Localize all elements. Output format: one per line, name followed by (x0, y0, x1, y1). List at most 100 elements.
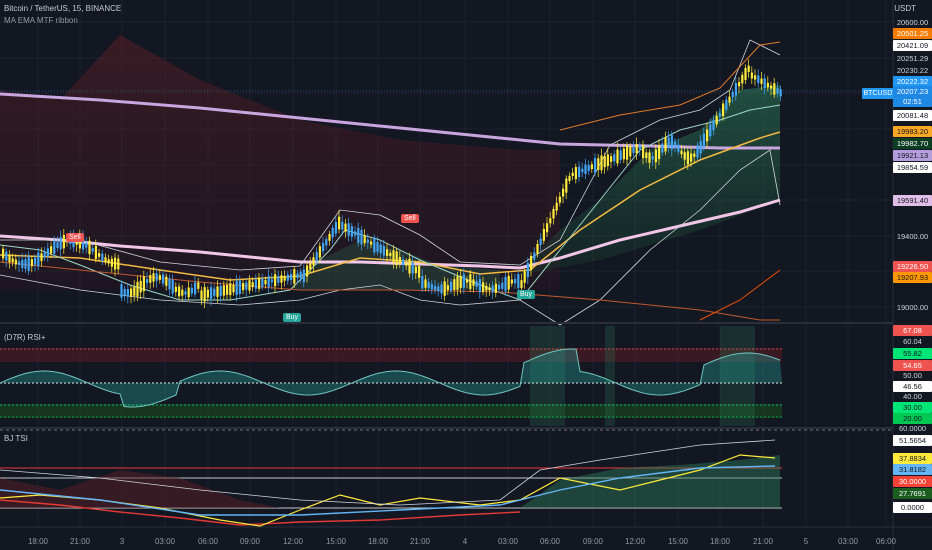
candle-body (110, 258, 113, 267)
time-axis-label: 3 (119, 537, 125, 546)
candle-body (750, 72, 753, 79)
price-axis-label: 02:51 (893, 96, 932, 107)
candle-body (715, 115, 718, 125)
candle-body (168, 278, 171, 290)
buy-signal: Buy (517, 290, 536, 299)
candle-body (350, 226, 353, 237)
candle-body (139, 280, 142, 293)
candle-body (43, 251, 46, 258)
candle-body (664, 137, 667, 152)
rsi-oversold-zone (0, 404, 782, 418)
price-axis-label: 19226.50 (893, 261, 932, 272)
candle-body (158, 275, 161, 280)
ema-line (0, 131, 781, 281)
tsi-line (0, 454, 776, 527)
candle-body (450, 281, 453, 291)
candle-body (370, 241, 373, 245)
candle-body (363, 235, 366, 244)
tsi-bull-fill (520, 455, 780, 508)
candle-body (235, 280, 238, 295)
candle-body (757, 75, 760, 84)
indicator-title[interactable]: MA EMA MTF ribbon (4, 16, 78, 25)
rsi-axis-label: 60.04 (903, 337, 922, 346)
candle-body (574, 167, 577, 180)
price-axis-label: 19000.00 (896, 303, 929, 312)
candle-body (427, 282, 430, 289)
candle-body (59, 237, 62, 250)
price-axis-label: 20501.25 (893, 28, 932, 39)
candle-body (229, 283, 232, 296)
candle-body (37, 252, 40, 267)
candle-body (299, 271, 302, 279)
candle-body (261, 278, 264, 288)
candle-body (526, 262, 529, 278)
candle-body (267, 275, 270, 288)
candle-body (360, 230, 363, 245)
candle-body (600, 155, 603, 171)
candle-body (354, 231, 357, 236)
candle-body (728, 96, 731, 103)
candle-body (472, 279, 475, 286)
candle-body (210, 287, 213, 299)
candle-body (126, 289, 129, 297)
candle-body (706, 129, 709, 142)
rsi-axis-label: 55.82 (893, 348, 932, 359)
candle-body (338, 216, 341, 230)
candle-body (322, 242, 325, 252)
time-axis-label: 18:00 (27, 537, 49, 546)
candle-body (379, 244, 382, 254)
candle-body (629, 146, 632, 157)
symbol-title[interactable]: Bitcoin / TetherUS, 15, BINANCE (4, 4, 122, 13)
candle-body (251, 282, 254, 288)
tsi-axis-label: 27.7691 (893, 488, 932, 499)
candle-body (594, 158, 597, 173)
candle-body (296, 273, 299, 279)
rsi-axis-label: 30.00 (893, 402, 932, 413)
candle-body (2, 248, 5, 259)
price-axis-label: 19982.70 (893, 138, 932, 149)
rsi-highlight (720, 326, 755, 426)
candle-body (670, 135, 673, 150)
candle-body (494, 283, 497, 293)
candle-body (264, 280, 267, 285)
candle-body (616, 149, 619, 164)
candle-body (328, 233, 331, 241)
candle-body (667, 137, 670, 148)
candle-body (88, 240, 91, 255)
candle-body (734, 82, 737, 96)
candle-body (523, 271, 526, 283)
candle-body (773, 83, 776, 95)
candle-body (94, 245, 97, 259)
candle-body (747, 65, 750, 72)
candle-body (517, 274, 520, 289)
time-axis-label: 5 (803, 537, 809, 546)
candle-body (437, 286, 440, 292)
candle-body (722, 103, 725, 117)
candle-body (501, 282, 504, 289)
candle-body (258, 277, 261, 289)
tsi-pane-title[interactable]: BJ TSI (4, 434, 28, 443)
price-axis-label: 20421.09 (893, 40, 932, 51)
rsi-axis-label: 67.08 (893, 325, 932, 336)
candle-body (34, 257, 37, 265)
ma-long-line (0, 92, 780, 150)
price-axis-label: 20251.29 (896, 54, 929, 63)
candle-body (146, 279, 149, 284)
candle-body (571, 172, 574, 177)
candle-body (530, 255, 533, 271)
candle-body (325, 238, 328, 246)
time-axis-label: 18:00 (367, 537, 389, 546)
candle-body (117, 258, 120, 270)
candle-body (197, 282, 200, 289)
price-axis-label: 20081.48 (893, 110, 932, 121)
candle-body (402, 259, 405, 266)
price-axis-label: 20207.23 (893, 86, 932, 97)
rsi-pane-title[interactable]: (D7R) RSI+ (4, 333, 46, 342)
candle-body (613, 154, 616, 162)
envelope-trend (699, 269, 781, 321)
candle-body (418, 265, 421, 278)
symbol-price-tag: BTCUSDT (862, 88, 898, 99)
candle-body (270, 279, 273, 283)
candle-body (104, 257, 107, 262)
